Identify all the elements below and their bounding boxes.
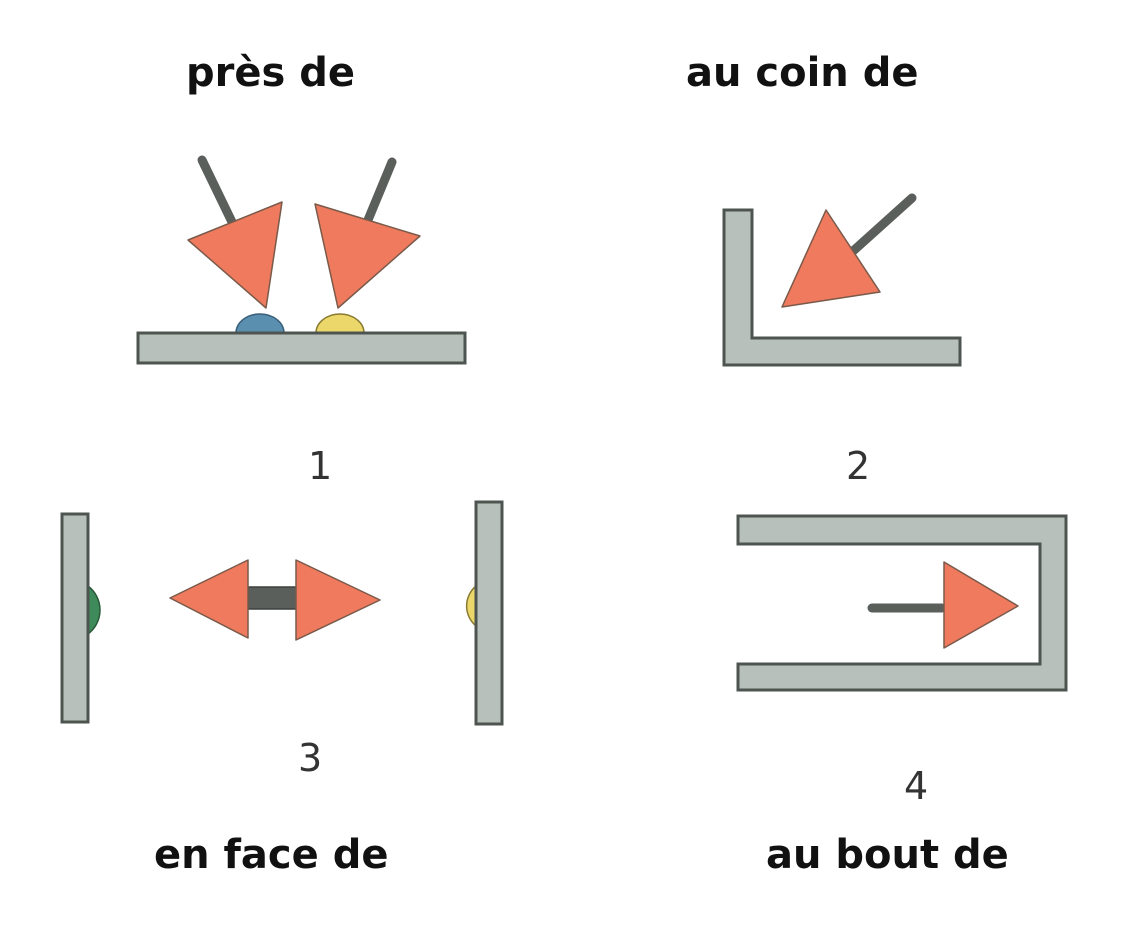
- label-pres-de: près de: [186, 50, 355, 96]
- wall-right: [474, 500, 504, 726]
- figure-pres-de: [136, 155, 467, 365]
- arrow-shaft-left: [197, 155, 237, 227]
- label-en-face-de: en face de: [154, 832, 389, 878]
- number-2: 2: [846, 444, 871, 488]
- arrow-shaft-corner: [847, 193, 917, 257]
- connector-bar: [247, 586, 301, 610]
- green-button-icon: [87, 584, 101, 636]
- figure-en-face-de: [60, 500, 504, 726]
- arrow-left-icon: [187, 201, 283, 309]
- label-au-coin-de: au coin de: [686, 50, 919, 96]
- arrow-left-icon: [169, 559, 249, 639]
- arrow-end-icon: [943, 561, 1019, 649]
- arrow-right-icon: [314, 203, 421, 309]
- yellow-button-icon: [315, 313, 365, 334]
- number-4: 4: [904, 764, 929, 808]
- arrow-corner-icon: [781, 209, 881, 308]
- floor-bar: [136, 331, 467, 365]
- figure-au-coin-de: [722, 193, 962, 367]
- arrow-right-icon: [295, 559, 381, 641]
- dead-end-wall: [736, 514, 1068, 692]
- wall-left: [60, 512, 90, 724]
- number-3: 3: [298, 736, 323, 780]
- corner-wall: [722, 208, 962, 367]
- label-au-bout-de: au bout de: [766, 832, 1009, 878]
- blue-button-icon: [235, 313, 285, 334]
- arrow-shaft-right: [363, 157, 397, 225]
- figure-au-bout-de: [736, 514, 1068, 692]
- number-1: 1: [308, 444, 333, 488]
